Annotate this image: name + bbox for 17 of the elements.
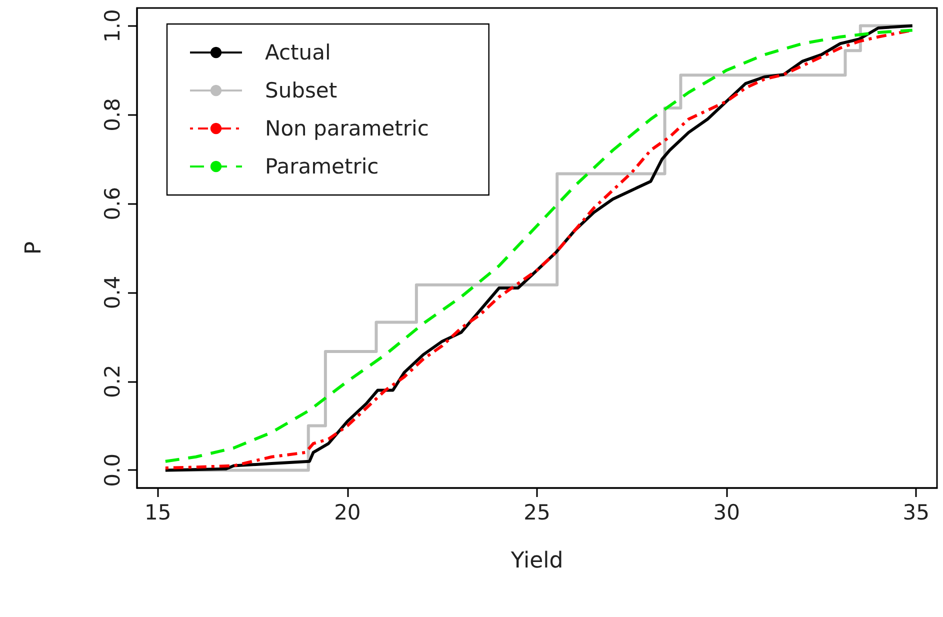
y-tick-label: 0.4 <box>100 276 124 310</box>
legend-label: Subset <box>265 78 338 102</box>
y-tick-label: 0.2 <box>100 364 124 398</box>
x-tick-label: 35 <box>902 500 930 524</box>
x-tick-label: 30 <box>713 500 740 524</box>
legend-label: Parametric <box>265 154 379 178</box>
y-tick-label: 0.0 <box>100 454 124 487</box>
x-tick-label: 15 <box>144 500 172 524</box>
y-axis-title: P <box>22 241 46 255</box>
y-tick-label: 1.0 <box>100 9 124 42</box>
y-tick-label: 0.8 <box>100 98 124 132</box>
legend-label: Actual <box>265 40 331 64</box>
y-tick-label: 0.6 <box>100 186 124 220</box>
x-tick-label: 25 <box>524 500 550 524</box>
x-axis-title: Yield <box>510 548 564 574</box>
x-tick-label: 20 <box>334 500 361 524</box>
legend-label: Non parametric <box>265 116 429 140</box>
